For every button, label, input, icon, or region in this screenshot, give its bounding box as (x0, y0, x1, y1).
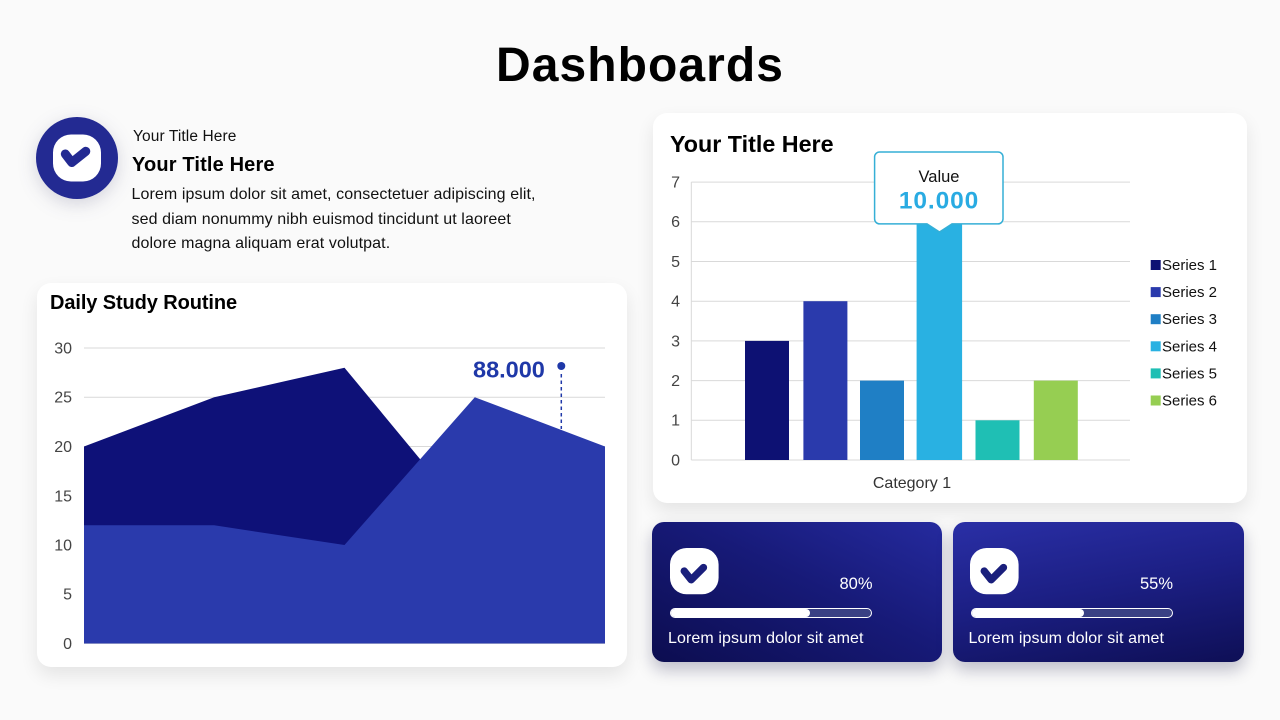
svg-text:Series 3: Series 3 (1162, 311, 1217, 328)
svg-text:4: 4 (671, 294, 680, 311)
svg-text:10.000: 10.000 (899, 188, 979, 215)
svg-text:0: 0 (63, 636, 72, 653)
svg-text:30: 30 (54, 341, 72, 358)
svg-text:Series 2: Series 2 (1162, 284, 1217, 301)
svg-text:5: 5 (671, 254, 680, 271)
svg-text:Series 1: Series 1 (1162, 257, 1217, 274)
svg-text:Value: Value (919, 168, 960, 186)
svg-text:0: 0 (671, 452, 680, 469)
svg-text:5: 5 (63, 587, 72, 604)
svg-text:6: 6 (671, 214, 680, 231)
svg-text:3: 3 (671, 333, 680, 350)
svg-text:20: 20 (54, 439, 72, 456)
svg-text:10: 10 (54, 538, 72, 555)
svg-text:15: 15 (54, 488, 72, 505)
svg-text:Series 4: Series 4 (1162, 338, 1217, 355)
svg-text:Series 6: Series 6 (1162, 393, 1217, 410)
svg-text:Category 1: Category 1 (873, 475, 951, 492)
svg-text:Series 5: Series 5 (1162, 365, 1217, 382)
svg-text:1: 1 (671, 413, 680, 430)
svg-text:7: 7 (671, 175, 680, 192)
svg-text:25: 25 (54, 390, 72, 407)
svg-text:88.000: 88.000 (473, 357, 545, 383)
svg-text:2: 2 (671, 373, 680, 390)
